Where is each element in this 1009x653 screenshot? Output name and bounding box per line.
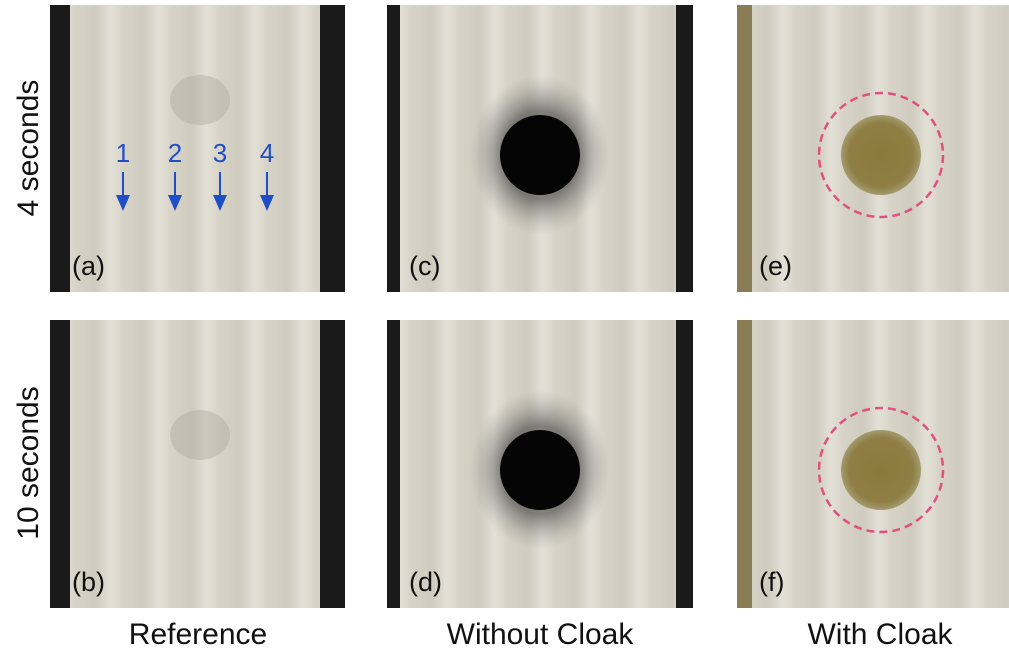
smudge (170, 75, 230, 125)
panel: (c) (387, 5, 693, 292)
row-label: 10 seconds (12, 386, 45, 539)
edge (676, 320, 693, 608)
panel-bg (50, 320, 345, 608)
panel-bg (50, 5, 345, 292)
cloak-core (841, 430, 921, 510)
column-label: Without Cloak (447, 618, 635, 651)
panel-label: (a) (72, 251, 105, 281)
edge (320, 320, 345, 608)
panel-label: (c) (409, 251, 440, 281)
edge (387, 5, 400, 292)
cloak-core (841, 115, 921, 195)
obstacle (500, 115, 580, 195)
row-label: 4 seconds (12, 80, 45, 217)
edge (50, 320, 70, 608)
edge (676, 5, 693, 292)
arrow-label: 2 (168, 138, 182, 168)
panel-label: (d) (409, 567, 442, 597)
arrow-label: 1 (116, 138, 130, 168)
edge (50, 5, 70, 292)
edge (320, 5, 345, 292)
obstacle (500, 430, 580, 510)
panel-label: (f) (759, 567, 784, 597)
edge (737, 5, 752, 292)
edge (737, 320, 752, 608)
panel: (b) (50, 320, 345, 608)
panel-label: (e) (759, 251, 792, 281)
smudge (170, 410, 230, 460)
column-label: With Cloak (807, 618, 953, 651)
arrow-label: 3 (213, 138, 227, 168)
column-label: Reference (129, 618, 267, 651)
panels: (a) (b) (c) (d) (e) (f) 1 2 3 4 (50, 5, 1009, 608)
panel: (f) (737, 320, 1009, 608)
panel: (d) (387, 320, 693, 608)
panel: (e) (737, 5, 1009, 292)
panel: (a) (50, 5, 345, 292)
page: {"row_labels": ["4 seconds", "10 seconds… (0, 0, 1009, 653)
edge (387, 320, 400, 608)
figure: (a) (b) (c) (d) (e) (f) 1 2 3 4 4 seconds 10 seco… (0, 0, 1009, 653)
arrow-label: 4 (260, 138, 274, 168)
panel-label: (b) (72, 567, 105, 597)
